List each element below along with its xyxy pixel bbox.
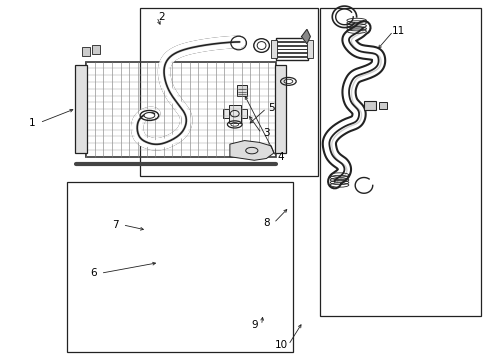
Bar — [222, 109, 246, 118]
Bar — [66, 182, 293, 352]
Text: 5: 5 — [267, 103, 274, 113]
Bar — [276, 38, 307, 60]
Bar — [276, 57, 307, 60]
Bar — [92, 45, 100, 54]
Polygon shape — [301, 30, 310, 44]
Bar — [275, 65, 285, 153]
Text: 8: 8 — [263, 218, 269, 228]
Bar — [276, 46, 307, 49]
Text: 6: 6 — [90, 268, 97, 278]
Text: 7: 7 — [112, 220, 119, 230]
Text: 11: 11 — [391, 26, 404, 36]
Bar — [276, 38, 307, 41]
Bar — [271, 40, 277, 58]
Ellipse shape — [144, 113, 155, 118]
Text: 9: 9 — [250, 320, 257, 330]
Text: 2: 2 — [158, 12, 164, 22]
Bar — [82, 47, 90, 56]
Bar — [320, 8, 480, 316]
Bar — [75, 65, 87, 153]
Bar — [276, 49, 307, 53]
Bar — [378, 102, 386, 109]
Bar — [306, 40, 312, 58]
Bar — [363, 101, 375, 110]
Bar — [237, 85, 246, 96]
Bar — [276, 53, 307, 56]
Bar — [276, 42, 307, 45]
Bar — [86, 62, 276, 157]
Text: 3: 3 — [263, 129, 269, 138]
Bar — [228, 105, 241, 123]
Text: 10: 10 — [274, 340, 287, 350]
Bar — [140, 8, 317, 176]
Text: 1: 1 — [29, 118, 36, 128]
Text: 4: 4 — [277, 152, 284, 162]
Polygon shape — [229, 140, 273, 160]
